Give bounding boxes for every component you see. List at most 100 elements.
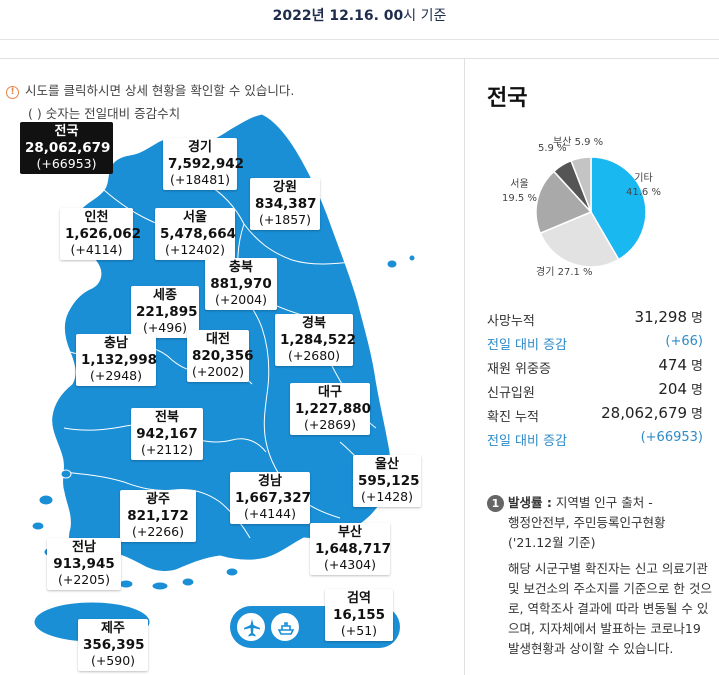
header-divider [0, 58, 719, 59]
region-value: 1,227,880 [295, 401, 372, 417]
stats-table: 사망누적 31,298 명 전일 대비 증감 (+66) 재원 위중증 474 명 … [487, 306, 703, 450]
region-value: 820,356 [192, 348, 254, 364]
report-date-suffix: 시 기준 [403, 8, 447, 24]
footnote-title: 발생률 : [508, 495, 552, 510]
region-value: 7,592,942 [168, 156, 245, 172]
region-label-sejong[interactable]: 세종 221,895 (+496) [131, 286, 199, 338]
stat-row: 확진 누적 28,062,679 명 [487, 402, 703, 426]
pie-label-gyeonggi: 경기 27.1 % [536, 266, 593, 280]
region-name: 검역 [347, 591, 371, 606]
pie-label-pct: 27.1 % [557, 267, 593, 278]
region-label-jeonnam[interactable]: 전남 913,945 (+2205) [47, 538, 121, 590]
region-value: 834,387 [255, 196, 317, 212]
report-date: 2022년 12.16. 00시 기준 [0, 0, 719, 40]
region-value: 28,062,679 [25, 140, 111, 156]
region-value: 1,648,717 [315, 541, 392, 557]
region-delta: (+66953) [36, 156, 97, 171]
stat-row: 신규입원 204 명 [487, 378, 703, 402]
region-label-gyeonggi[interactable]: 경기 7,592,942 (+18481) [163, 138, 245, 190]
region-name: 전남 [72, 540, 96, 555]
region-label-busan[interactable]: 부산 1,648,717 (+4304) [310, 523, 392, 575]
pie-slice-2 [535, 170, 593, 235]
stat-value: 31,298 명 [634, 308, 703, 326]
stat-row: 전일 대비 증감 (+66953) [487, 426, 703, 450]
region-value: 5,478,664 [160, 226, 237, 242]
region-label-national[interactable]: 전국 28,062,679 (+66953) [20, 122, 113, 174]
ship-icon[interactable] [270, 612, 300, 642]
region-label-chungnam[interactable]: 충남 1,132,998 (+2948) [76, 334, 157, 386]
region-delta: (+2680) [287, 348, 341, 363]
region-value: 221,895 [136, 304, 198, 320]
pie-label-busan: 부산 5.9 % [553, 136, 603, 150]
region-label-gangwon[interactable]: 강원 834,387 (+1857) [250, 178, 320, 230]
panel-divider [464, 58, 465, 675]
region-delta: (+2869) [303, 417, 357, 432]
pie-label-incheon: 5.9 % [538, 142, 567, 156]
footnote-source-line: 행정안전부, 주민등록인구현황 [508, 515, 666, 530]
region-label-chungbuk[interactable]: 충북 881,970 (+2004) [205, 258, 277, 310]
region-label-ulsan[interactable]: 울산 595,125 (+1428) [353, 455, 421, 507]
stat-label: 전일 대비 증감 [487, 338, 568, 353]
region-delta: (+1428) [360, 489, 414, 504]
region-name: 광주 [146, 492, 170, 507]
stat-value: (+66) [665, 334, 703, 349]
stat-value: 204 명 [658, 380, 703, 398]
region-name: 제주 [101, 621, 125, 636]
pie-label-pct: 5.9 % [574, 137, 604, 148]
region-delta: (+2004) [214, 292, 268, 307]
region-name: 부산 [338, 525, 362, 540]
region-label-daegu[interactable]: 대구 1,227,880 (+2869) [290, 383, 372, 435]
region-value: 1,284,522 [280, 332, 357, 348]
stat-row: 전일 대비 증감 (+66) [487, 330, 703, 354]
stat-label: 확진 누적 [487, 410, 539, 425]
region-label-jeonbuk[interactable]: 전북 942,167 (+2112) [131, 408, 203, 460]
region-label-jeju[interactable]: 제주 356,395 (+590) [78, 619, 148, 671]
region-delta: (+590) [90, 653, 136, 668]
region-name: 충남 [104, 336, 128, 351]
footnote-date-line: ('21.12월 기준) [508, 535, 596, 550]
region-value: 356,395 [83, 637, 145, 653]
pie-label-name: 서울 [510, 179, 529, 190]
region-delta: (+2002) [192, 364, 245, 379]
panel-title: 전국 [487, 86, 528, 111]
region-value: 1,667,327 [235, 490, 312, 506]
footnote: 1 발생률 : 지역별 인구 출처 - 행정안전부, 주민등록인구현황 ('21.… [487, 493, 712, 659]
pie-label-etc: 기타 41.6 % [626, 172, 661, 200]
pie-label-name: 부산 [553, 137, 572, 148]
notice-text: 시도를 클릭하시면 상세 현황을 확인할 수 있습니다. [25, 83, 295, 98]
stat-row: 재원 위중증 474 명 [487, 354, 703, 378]
report-date-value: 2022년 12.16. 00 [272, 8, 404, 24]
stat-value: 28,062,679 명 [601, 404, 703, 422]
region-name: 경남 [258, 474, 282, 489]
region-value: 16,155 [332, 607, 386, 623]
region-label-quarantine[interactable]: 검역 16,155 (+51) [325, 589, 393, 641]
region-name: 울산 [375, 457, 399, 472]
region-delta: (+2266) [131, 524, 185, 539]
region-name: 전국 [54, 124, 79, 139]
region-delta: (+4144) [243, 506, 297, 521]
region-label-incheon[interactable]: 인천 1,626,062 (+4114) [60, 208, 141, 260]
region-label-gyeongnam[interactable]: 경남 1,667,327 (+4144) [230, 472, 312, 524]
region-delta: (+1857) [258, 212, 312, 227]
region-value: 595,125 [358, 473, 420, 489]
airplane-icon[interactable] [236, 612, 266, 642]
region-delta: (+2948) [89, 368, 143, 383]
pie-label-pct: 5.9 % [538, 143, 567, 154]
region-label-gyeongbuk[interactable]: 경북 1,284,522 (+2680) [275, 314, 357, 366]
region-delta: (+51) [340, 623, 378, 638]
region-value: 942,167 [136, 426, 198, 442]
region-name: 경기 [188, 140, 212, 155]
region-name: 대전 [206, 332, 230, 347]
region-value: 821,172 [127, 508, 189, 524]
region-label-seoul[interactable]: 서울 5,478,664 (+12402) [155, 208, 237, 260]
region-name: 세종 [153, 288, 177, 303]
region-label-gwangju[interactable]: 광주 821,172 (+2266) [120, 490, 196, 542]
region-delta: (+4304) [323, 557, 377, 572]
region-label-daejeon[interactable]: 대전 820,356 (+2002) [187, 330, 254, 382]
region-name: 강원 [273, 180, 297, 195]
region-delta: (+2205) [57, 572, 111, 587]
region-name: 충북 [229, 260, 253, 275]
region-name: 서울 [183, 210, 207, 225]
region-delta: (+4114) [70, 242, 123, 257]
stat-label: 전일 대비 증감 [487, 434, 568, 449]
